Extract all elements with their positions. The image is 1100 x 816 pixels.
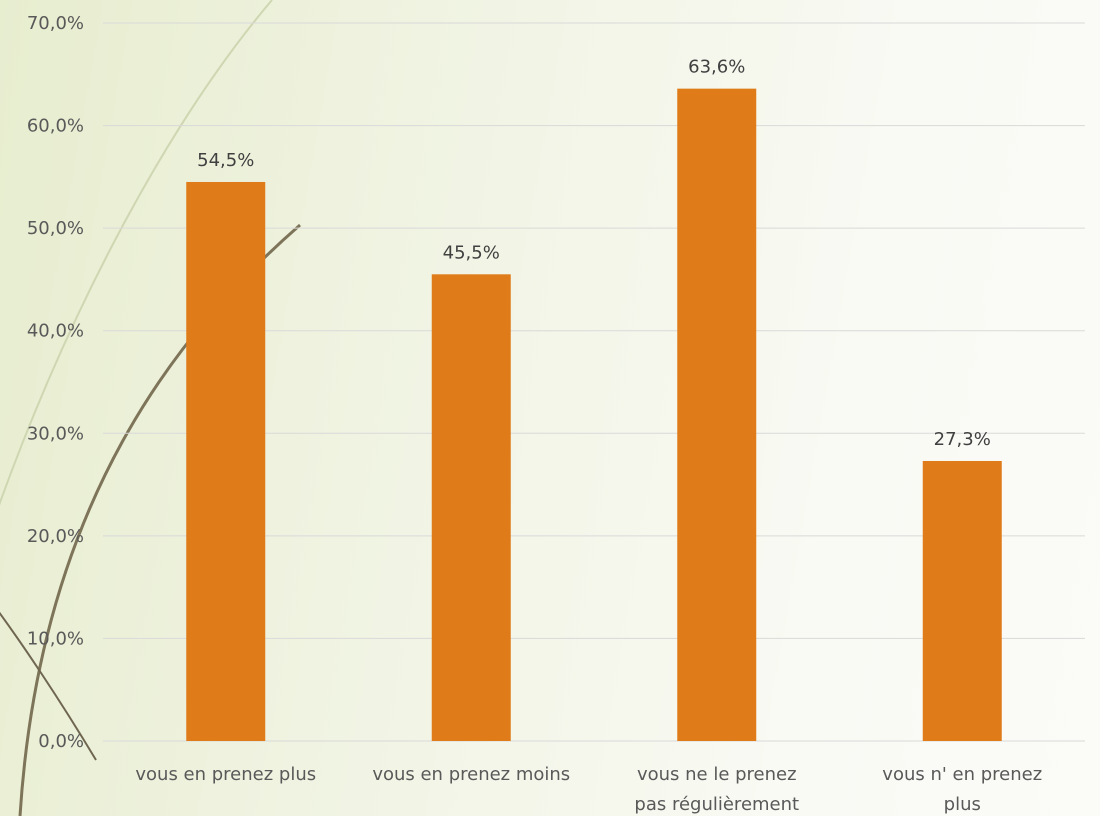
gridlines	[103, 22, 1085, 742]
bars	[186, 88, 1002, 742]
category-label: vous n' en prenez	[882, 764, 1042, 785]
y-tick-label: 30,0%	[27, 423, 84, 444]
data-labels: 54,5% 45,5% 63,6% 27,3%	[197, 57, 991, 450]
data-label: 63,6%	[688, 57, 745, 78]
data-label: 27,3%	[934, 429, 991, 450]
y-tick-label: 20,0%	[27, 526, 84, 547]
y-axis-tick-labels: 0,0% 10,0% 20,0% 30,0% 40,0% 50,0% 60,0% 70,0%	[27, 13, 84, 752]
data-label: 45,5%	[443, 242, 500, 263]
bar	[431, 274, 511, 741]
y-tick-label: 50,0%	[27, 218, 84, 239]
x-axis-category-labels: vous en prenez plus vous en prenez moins v…	[135, 764, 1042, 815]
bar	[186, 181, 266, 741]
data-label: 54,5%	[197, 150, 254, 171]
bar	[677, 88, 757, 742]
category-label: vous en prenez moins	[372, 764, 570, 785]
decorative-arc-light	[0, 0, 273, 506]
y-tick-label: 10,0%	[27, 628, 84, 649]
bar	[922, 460, 1002, 741]
category-label: plus	[944, 794, 981, 815]
decorative-arc-dark-2	[0, 611, 97, 761]
y-tick-label: 60,0%	[27, 116, 84, 137]
category-label: pas régulièrement	[634, 794, 799, 815]
y-tick-label: 0,0%	[38, 731, 84, 752]
y-tick-label: 40,0%	[27, 321, 84, 342]
category-label: vous ne le prenez	[637, 764, 797, 785]
category-label: vous en prenez plus	[135, 764, 316, 785]
y-tick-label: 70,0%	[27, 13, 84, 34]
